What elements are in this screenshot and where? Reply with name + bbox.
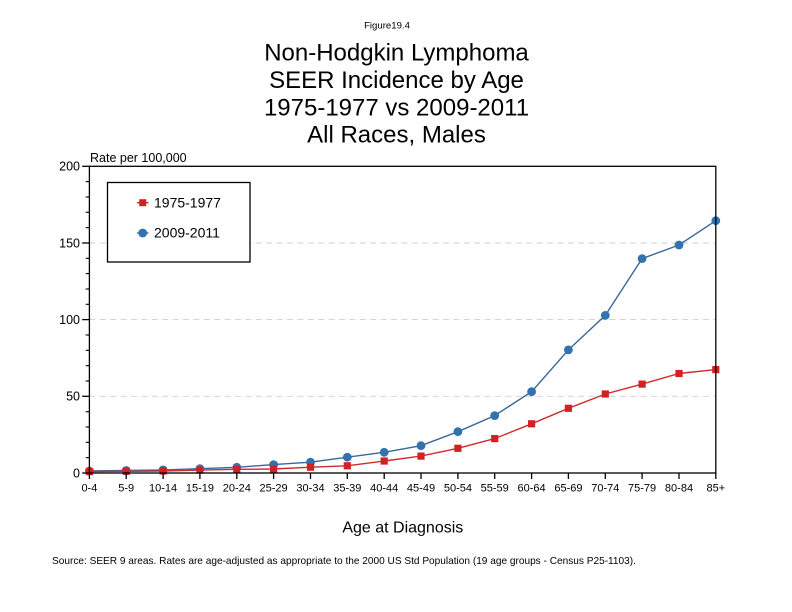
svg-text:60-64: 60-64	[518, 483, 546, 495]
svg-text:50: 50	[66, 390, 80, 404]
svg-text:85+: 85+	[706, 483, 725, 495]
svg-text:65-69: 65-69	[554, 483, 582, 495]
svg-text:2009-2011: 2009-2011	[154, 225, 220, 241]
svg-text:Source: SEER 9 areas. Rates ar: Source: SEER 9 areas. Rates are age-adju…	[52, 556, 636, 567]
svg-text:1975-1977: 1975-1977	[154, 194, 221, 210]
svg-text:0-4: 0-4	[81, 483, 97, 495]
svg-text:100: 100	[59, 313, 80, 327]
svg-text:20-24: 20-24	[223, 483, 251, 495]
svg-text:Age at Diagnosis: Age at Diagnosis	[342, 520, 463, 537]
svg-text:Non-Hodgkin Lymphoma: Non-Hodgkin Lymphoma	[264, 39, 529, 66]
svg-text:Rate per 100,000: Rate per 100,000	[90, 151, 187, 165]
svg-text:70-74: 70-74	[591, 483, 619, 495]
svg-text:80-84: 80-84	[665, 483, 693, 495]
svg-text:35-39: 35-39	[333, 483, 361, 495]
svg-text:150: 150	[59, 236, 80, 250]
svg-text:15-19: 15-19	[186, 483, 214, 495]
svg-text:Figure19.4: Figure19.4	[364, 20, 411, 31]
svg-text:10-14: 10-14	[149, 483, 177, 495]
svg-text:200: 200	[59, 160, 80, 174]
svg-text:45-49: 45-49	[407, 483, 435, 495]
svg-text:SEER Incidence by Age: SEER Incidence by Age	[269, 67, 524, 94]
svg-text:40-44: 40-44	[370, 483, 398, 495]
svg-text:1975-1977 vs 2009-2011: 1975-1977 vs 2009-2011	[264, 94, 529, 121]
svg-text:30-34: 30-34	[296, 483, 324, 495]
svg-text:55-59: 55-59	[481, 483, 509, 495]
svg-text:75-79: 75-79	[628, 483, 656, 495]
svg-text:All Races, Males: All Races, Males	[307, 121, 486, 148]
svg-text:25-29: 25-29	[260, 483, 288, 495]
svg-text:50-54: 50-54	[444, 483, 472, 495]
svg-text:0: 0	[73, 466, 80, 480]
svg-text:5-9: 5-9	[118, 483, 134, 495]
